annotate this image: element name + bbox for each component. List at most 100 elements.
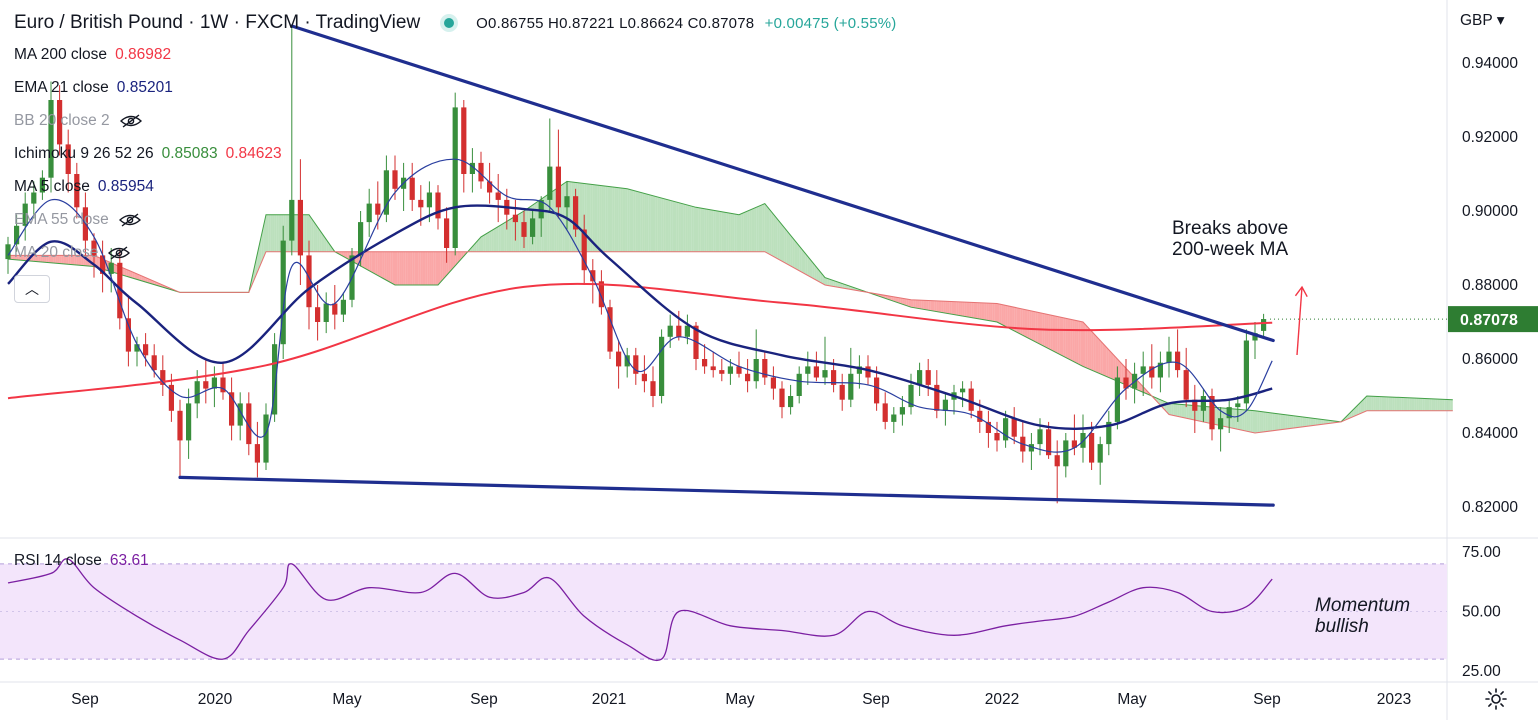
cloud-segment (812, 261, 815, 280)
cloud-segment (1276, 413, 1279, 431)
cloud-segment (1321, 419, 1324, 425)
hidden-eye-icon[interactable] (118, 213, 141, 227)
cloud-segment (137, 273, 140, 281)
cloud-segment (1207, 406, 1210, 424)
cloud-segment (926, 300, 929, 311)
candle-body (375, 203, 381, 215)
candle-body (39, 177, 45, 193)
candle-body (151, 355, 157, 371)
cloud-segment (756, 206, 759, 252)
cloud-segment (1035, 311, 1038, 344)
cloud-segment (627, 188, 630, 252)
hidden-eye-icon[interactable] (119, 114, 142, 128)
indicator-label: MA 200 close (14, 46, 108, 63)
indicator-row[interactable]: EMA 21 close 0.85201 (14, 79, 173, 97)
cloud-segment (801, 248, 804, 274)
cloud-segment (597, 185, 600, 252)
indicator-row[interactable]: Ichimoku 9 26 52 26 0.85083 0.84623 (14, 145, 282, 163)
cloud-segment (446, 251, 449, 276)
cloud-segment (1257, 411, 1260, 433)
cloud-segment (373, 251, 376, 275)
cloud-segment (431, 251, 434, 285)
cloud-segment (588, 184, 591, 252)
cloud-segment (397, 251, 400, 285)
cloud-segment (622, 188, 626, 252)
cloud-segment (723, 212, 727, 252)
candle-body (882, 403, 888, 422)
cloud-segment (1263, 411, 1266, 432)
candle-body (383, 170, 389, 215)
cloud-segment (1252, 410, 1255, 433)
cloud-segment (1143, 386, 1146, 394)
cloud-segment (1121, 363, 1124, 384)
collapse-legend-button[interactable]: ︿ (14, 275, 50, 303)
symbol-title[interactable]: Euro / British Pound · 1W · FXCM · Tradi… (14, 12, 421, 33)
indicator-row[interactable]: EMA 55 close (14, 211, 141, 229)
indicator-row[interactable]: MA 20 close (14, 244, 131, 262)
cloud-segment (842, 283, 845, 289)
cloud-segment (1057, 316, 1060, 355)
cloud-segment (453, 251, 456, 269)
cloud-segment (1319, 419, 1322, 425)
cloud-segment (1267, 412, 1271, 432)
low-value: L0.86624 (619, 14, 684, 32)
cloud-segment (1196, 405, 1200, 421)
cloud-segment (513, 216, 516, 252)
cloud-segment (599, 185, 602, 252)
candle-body (1011, 418, 1017, 437)
candle-body (736, 366, 742, 374)
cloud-segment (833, 280, 836, 287)
indicator-row[interactable]: MA 200 close 0.86982 (14, 46, 171, 64)
time-tick-label: 2021 (592, 691, 626, 708)
candle-body (74, 174, 80, 208)
indicator-row[interactable]: BB 20 close 2 (14, 112, 142, 130)
cloud-segment (635, 191, 638, 252)
cloud-segment (481, 235, 484, 252)
cloud-segment (818, 269, 821, 283)
cloud-segment (442, 251, 445, 281)
hidden-eye-icon[interactable] (108, 246, 131, 260)
time-tick-label: Sep (862, 691, 890, 708)
candle-body (1261, 319, 1267, 331)
cloud-segment (1233, 408, 1236, 429)
cloud-segment (1235, 409, 1238, 430)
time-tick-label: Sep (1253, 691, 1281, 708)
cloud-segment (771, 211, 774, 257)
cloud-segment (410, 251, 413, 285)
cloud-segment (1110, 352, 1114, 380)
indicator-row[interactable]: MA 5 close 0.85954 (14, 178, 154, 196)
cloud-segment (943, 301, 946, 314)
cloud-segment (98, 257, 101, 269)
candle-body (908, 384, 914, 408)
cloud-segment (779, 222, 782, 262)
cloud-segment (412, 251, 415, 285)
annotation-line: Breaks above (1172, 218, 1289, 239)
cloud-segment (1325, 419, 1329, 424)
candle-body (994, 433, 1000, 441)
cloud-segment (407, 251, 411, 285)
cloud-segment (696, 207, 699, 252)
cloud-segment (44, 255, 47, 263)
cloud-segment (57, 255, 60, 264)
cloud-segment (506, 220, 509, 252)
cloud-segment (1328, 420, 1331, 424)
candle-body (315, 307, 321, 322)
cloud-segment (605, 186, 608, 252)
indicator-value: 0.84623 (225, 145, 282, 162)
candle-body (779, 388, 785, 408)
cloud-segment (1080, 321, 1083, 367)
gear-icon[interactable] (1484, 687, 1508, 711)
cloud-segment (683, 203, 686, 252)
cloud-segment (790, 235, 793, 268)
cloud-segment (949, 301, 952, 315)
annotation-line: bullish (1315, 616, 1369, 637)
cloud-segment (1310, 418, 1314, 426)
rsi-legend[interactable]: RSI 14 close 63.61 (14, 552, 149, 570)
cloud-segment (988, 303, 991, 321)
cloud-segment (1259, 411, 1262, 433)
cloud-segment (1016, 307, 1019, 334)
cloud-segment (35, 255, 39, 262)
cloud-segment (1100, 340, 1103, 375)
cloud-segment (324, 236, 327, 252)
